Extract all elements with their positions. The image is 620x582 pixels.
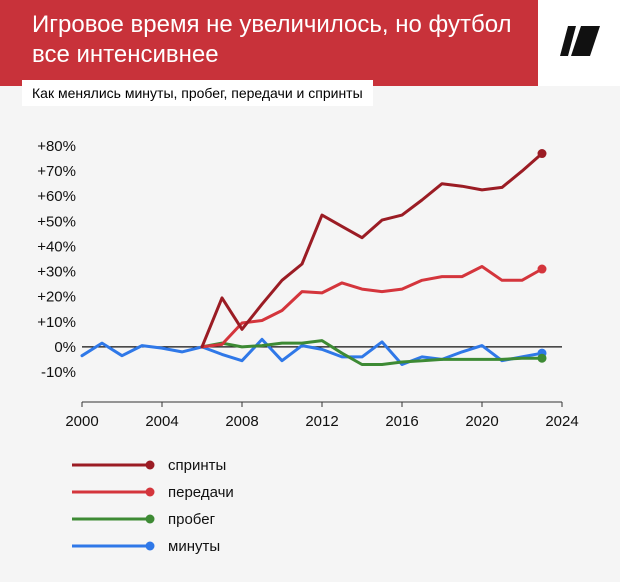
legend-marker-passes bbox=[145, 487, 155, 497]
x-tick-label: 2020 bbox=[465, 413, 498, 430]
y-tick-label: -10% bbox=[41, 364, 76, 381]
y-tick-label: +60% bbox=[37, 188, 76, 205]
series-line-distance bbox=[200, 339, 544, 366]
header-banner: Игровое время не увеличилось, но футбол … bbox=[0, 0, 538, 86]
y-tick-label: +40% bbox=[37, 238, 76, 255]
brand-logo-icon bbox=[560, 26, 600, 56]
brand-logo bbox=[538, 0, 620, 86]
series-end-point-distance bbox=[537, 353, 547, 363]
x-tick-label: 2008 bbox=[225, 413, 258, 430]
y-tick-label: +30% bbox=[37, 264, 76, 281]
series-line-minutes bbox=[80, 337, 544, 366]
y-axis: +80% +70% +60% +50% +40% +30% +20% +10% 0% -10% bbox=[37, 138, 76, 381]
legend-marker-minutes bbox=[145, 541, 155, 551]
x-tick-label: 2016 bbox=[385, 413, 418, 430]
x-tick-label: 2000 bbox=[65, 413, 98, 430]
series-end-point-sprints bbox=[537, 149, 547, 159]
y-tick-label: +70% bbox=[37, 163, 76, 180]
series-line-passes bbox=[200, 265, 544, 349]
y-tick-label: +10% bbox=[37, 314, 76, 331]
legend-marker-distance bbox=[145, 514, 155, 524]
series-line-sprints bbox=[200, 152, 544, 349]
x-tick-label: 2004 bbox=[145, 413, 178, 430]
chart-title: Игровое время не увеличилось, но футбол … bbox=[32, 11, 512, 68]
legend-label-distance: пробег bbox=[168, 511, 216, 528]
x-tick-label: 2024 bbox=[545, 413, 578, 430]
y-tick-label: +50% bbox=[37, 213, 76, 230]
y-tick-label: 0% bbox=[54, 339, 76, 356]
x-axis: 2000 2004 2008 2012 2016 2020 2024 bbox=[65, 401, 579, 430]
legend-label-sprints: спринты bbox=[168, 457, 226, 474]
y-tick-label: +80% bbox=[37, 138, 76, 155]
series-group bbox=[80, 149, 547, 366]
chart-subtitle: Как менялись минуты, пробег, передачи и … bbox=[22, 80, 373, 106]
legend-label-passes: передачи bbox=[168, 484, 234, 501]
legend-marker-sprints bbox=[145, 460, 155, 470]
legend-label-minutes: минуты bbox=[168, 538, 220, 555]
x-tick-label: 2012 bbox=[305, 413, 338, 430]
legend: спринты передачи пробег минуты bbox=[72, 457, 234, 555]
y-tick-label: +20% bbox=[37, 289, 76, 306]
series-end-point-passes bbox=[537, 264, 547, 274]
